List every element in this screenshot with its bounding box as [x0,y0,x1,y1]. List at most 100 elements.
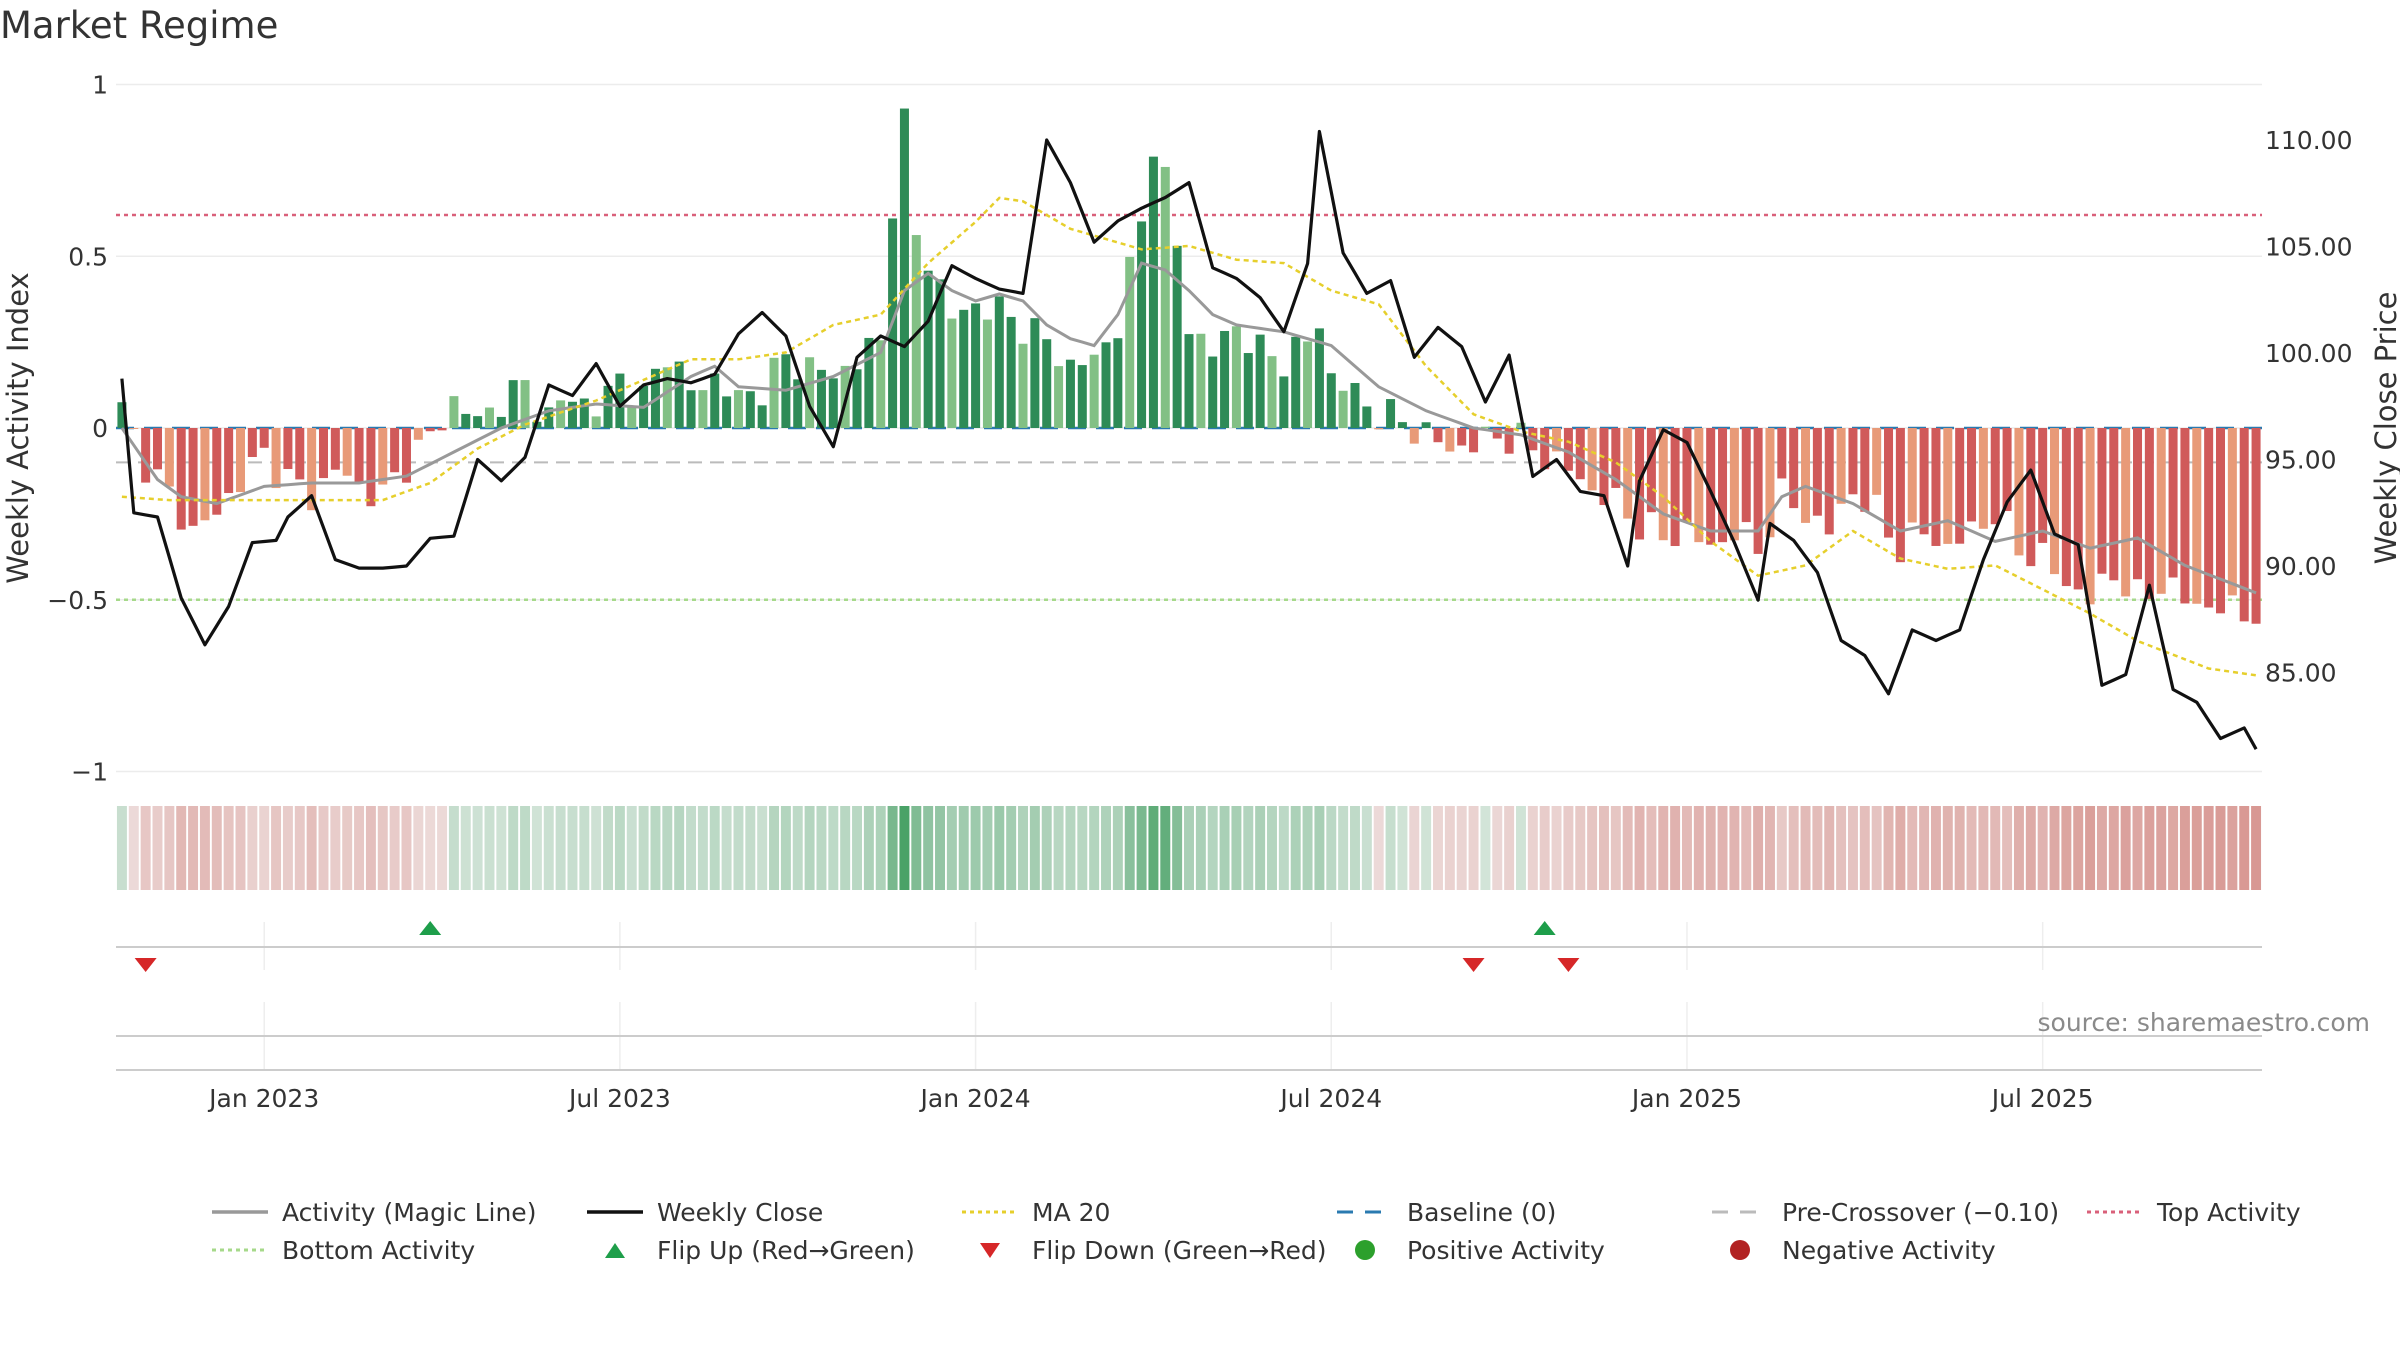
activity-bar [1457,428,1467,446]
regime-strip-cell [982,806,993,890]
activity-bar [484,407,494,428]
regime-strip-cell [674,806,685,890]
activity-bar [2180,428,2190,604]
activity-bar [224,428,234,494]
regime-strip-cell [1018,806,1028,890]
regime-strip-cell [1646,806,1657,890]
legend: Activity (Magic Line) Weekly Close MA 20 Ba… [210,1197,2360,1265]
activity-bar [852,369,862,428]
regime-strip-cell [176,806,187,890]
regime-strip-cell [1670,806,1681,890]
regime-strip-cell [389,806,400,890]
activity-bar [1812,428,1822,516]
activity-bar [473,416,483,428]
activity-bar [1741,428,1751,523]
activity-bar [1504,428,1514,454]
regime-strip-cell [1563,806,1574,890]
activity-bar [330,428,340,470]
legend-swatch-circle [1710,1236,1770,1264]
axes: 1 0.5 0 −0.5 −1 110.00 105.00 100.00 95.00 90.00 8… [1,71,2400,1114]
regime-strip-cell [804,806,815,890]
regime-strip-cell [769,806,780,890]
regime-strip-cell [1041,806,1052,890]
regime-strip-cell [472,806,483,890]
activity-bar [1575,428,1585,480]
legend-label: Positive Activity [1407,1235,1605,1265]
activity-bar [1706,428,1716,545]
activity-bar [307,428,317,511]
regime-strip-cell [318,806,329,890]
activity-bar [1670,428,1680,547]
regime-strip-cell [1871,806,1882,890]
regime-strip-cell [1504,806,1515,890]
flip-down-marker [134,958,157,972]
activity-bar [425,428,435,432]
y-tick-label-left: 0.5 [68,242,108,271]
activity-bar [1220,330,1230,428]
regime-strip-cell [1207,806,1218,890]
activity-bar [271,428,281,489]
regime-strip-cell [116,806,127,890]
regime-strip-cell [733,806,744,890]
activity-bar [1089,354,1099,428]
regime-strip-cell [1444,806,1455,890]
activity-bar [1552,428,1562,452]
activity-bar [1160,166,1170,428]
regime-strip-cell [1302,806,1313,890]
source-label: source: sharemaestro.com [2037,1008,2371,1037]
regime-strip-cell [2168,806,2179,890]
regime-strip-cell [1610,806,1621,890]
activity-bar [117,402,127,428]
y-tick-label-left: 1 [92,71,108,100]
regime-strip-cell [1338,806,1349,890]
activity-bar [1113,338,1123,428]
activity-bar [1646,428,1656,513]
activity-bar [235,428,245,493]
activity-bar [816,369,826,428]
regime-strip-cell [2215,806,2226,890]
activity-bar [1658,428,1668,541]
regime-strip-cell [1385,806,1396,890]
activity-bar [283,428,293,470]
regime-strip-cell [1966,806,1977,890]
activity-bar [1397,422,1407,428]
activity-bar [390,428,400,473]
regime-strip-cell [1492,806,1503,890]
legend-label: Weekly Close [657,1197,824,1227]
legend-swatch-line [210,1198,270,1226]
activity-bar [1326,373,1336,428]
activity-bar [1137,221,1147,428]
legend-label: Bottom Activity [282,1235,476,1265]
regime-strip-cell [1622,806,1633,890]
series-lines [120,129,2258,750]
activity-bar [1599,428,1609,506]
activity-bar [662,367,672,428]
regime-strip-cell [1978,806,1989,890]
x-tick-label: Jul 2024 [1278,1084,1382,1113]
regime-strip-cell [2025,806,2036,890]
regime-strip-cell [520,806,531,890]
activity-bar [1065,359,1075,428]
regime-strip-cell [946,806,957,890]
regime-strip-cell [686,806,697,890]
regime-strip-cell [1681,806,1692,890]
regime-strip-cell [2061,806,2072,890]
regime-strip-cell [152,806,163,890]
activity-bar [1563,428,1573,471]
regime-strip-cell [875,806,886,890]
legend-item: Weekly Close [585,1197,960,1227]
activity-bar [520,380,530,428]
activity-bar [1907,428,1917,523]
activity-bar [686,390,696,428]
regime-strip-cell [1954,806,1965,890]
activity-bar [2085,428,2095,605]
legend-swatch-dashed [1335,1198,1395,1226]
legend-item: Positive Activity [1335,1235,1710,1265]
activity-bar [698,390,708,428]
activity-bar [2251,428,2261,624]
legend-item: Flip Up (Red→Green) [585,1236,960,1265]
y-tick-label-right: 95.00 [2265,446,2337,475]
activity-bar [1469,428,1479,453]
regime-strip-cell [365,806,376,890]
activity-bar [864,337,874,428]
